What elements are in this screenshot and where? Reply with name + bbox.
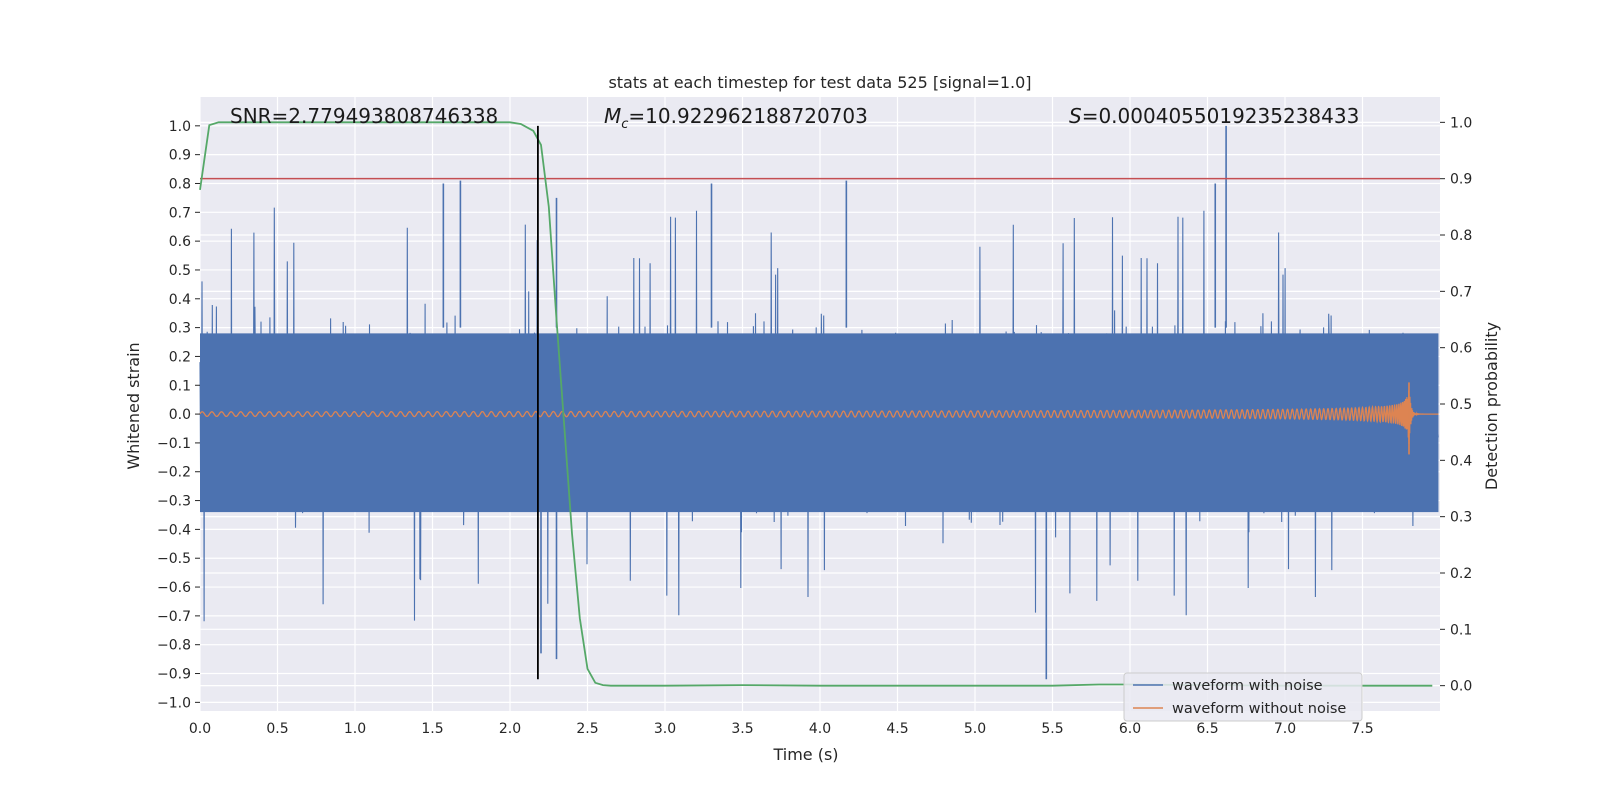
y-right-tick-label: 0.6 [1450, 341, 1472, 357]
chirp-mass-symbol: M [604, 104, 621, 128]
y-left-tick-label: 1.0 [169, 119, 191, 135]
x-tick-label: 0.5 [266, 721, 288, 737]
x-tick-label: 6.0 [1119, 721, 1141, 737]
y-right-tick-label: 0.2 [1450, 566, 1472, 582]
detection-probability-line [199, 121, 1433, 687]
x-tick-label: 2.5 [576, 721, 598, 737]
y-axis-left-label: Whitened strain [124, 342, 143, 469]
chirp-mass-subscript: c [621, 117, 628, 132]
y-left-tick-label: −0.6 [157, 580, 191, 596]
clean-waveform-line [199, 390, 1439, 444]
y-right-tick-label: 0.1 [1450, 622, 1472, 638]
x-axis-label: Time (s) [772, 745, 838, 764]
y-right-tick-label: 0.7 [1450, 284, 1472, 300]
y-right-tick-label: 0.4 [1450, 453, 1472, 469]
y-left-tick-label: −0.3 [157, 494, 191, 510]
y-left-tick-label: 0.7 [169, 205, 191, 221]
y-left-tick-label: −0.4 [157, 522, 191, 538]
x-tick-label: 4.0 [809, 721, 831, 737]
s-stat: S=0.00040550192352384​33 [1069, 104, 1359, 128]
ticks: 0.0 0.5 1.0 1.5 2.0 2.5 3.0 3.5 4.0 4.5 5.0 5.5 6.0 6… [157, 115, 1472, 737]
y-right-tick-label: 0.8 [1450, 228, 1472, 244]
noisy-waveform-core [200, 333, 1439, 513]
y-left-tick-label: −0.9 [157, 667, 191, 683]
x-tick-label: 3.0 [654, 721, 676, 737]
y-left-tick-label: 0.2 [169, 349, 191, 365]
x-tick-label: 7.5 [1351, 721, 1373, 737]
y-left-tick-label: 0.3 [169, 321, 191, 337]
x-tick-label: 5.0 [964, 721, 986, 737]
y-right-tick-label: 1.0 [1450, 115, 1472, 131]
chirp-mass-value: =10.922962188720703 [628, 104, 867, 128]
s-symbol: S [1069, 104, 1082, 128]
y-right-tick-label: 0.9 [1450, 172, 1472, 188]
y-left-tick-label: −0.1 [157, 436, 191, 452]
legend-box [1123, 672, 1363, 722]
y-axis-right-label: Detection probability [1482, 322, 1501, 490]
y-left-tick-label: 0.6 [169, 234, 191, 250]
y-left-tick-label: −0.8 [157, 638, 191, 654]
legend-label-clean: waveform without noise [1172, 701, 1346, 717]
x-tick-label: 1.5 [421, 721, 443, 737]
legend-label-noise: waveform with noise [1172, 678, 1323, 694]
chart-title: stats at each timestep for test data 525… [608, 73, 1031, 92]
x-tick-label: 1.0 [344, 721, 366, 737]
y-left-tick-label: −0.5 [157, 551, 191, 567]
x-tick-label: 4.5 [886, 721, 908, 737]
y-left-tick-label: 0.0 [169, 407, 191, 423]
x-tick-label: 7.0 [1274, 721, 1296, 737]
y-right-tick-label: 0.0 [1450, 679, 1472, 695]
chirp-mass-stat: Mc=10.922962188720703 [604, 104, 868, 132]
y-left-tick-label: −0.7 [157, 609, 191, 625]
y-left-tick-label: −0.2 [157, 465, 191, 481]
y-right-tick-label: 0.3 [1450, 510, 1472, 526]
x-tick-label: 6.5 [1196, 721, 1218, 737]
y-left-tick-label: 0.4 [169, 292, 191, 308]
y-left-tick-label: 0.9 [169, 148, 191, 164]
x-tick-label: 5.5 [1041, 721, 1063, 737]
y-left-tick-label: −1.0 [157, 695, 191, 711]
x-tick-label: 2.0 [499, 721, 521, 737]
x-tick-label: 0.0 [189, 721, 211, 737]
y-left-tick-label: 0.5 [169, 263, 191, 279]
y-left-tick-label: 0.8 [169, 176, 191, 192]
snr-stat: SNR=2.779493808746338 [230, 104, 498, 128]
legend: waveform with noise waveform without noi… [1123, 672, 1363, 722]
plot-area [199, 121, 1440, 687]
s-value: =0.00040550192352384​33 [1082, 104, 1360, 128]
y-left-tick-label: 0.1 [169, 378, 191, 394]
y-right-tick-label: 0.5 [1450, 397, 1472, 413]
x-tick-label: 3.5 [731, 721, 753, 737]
